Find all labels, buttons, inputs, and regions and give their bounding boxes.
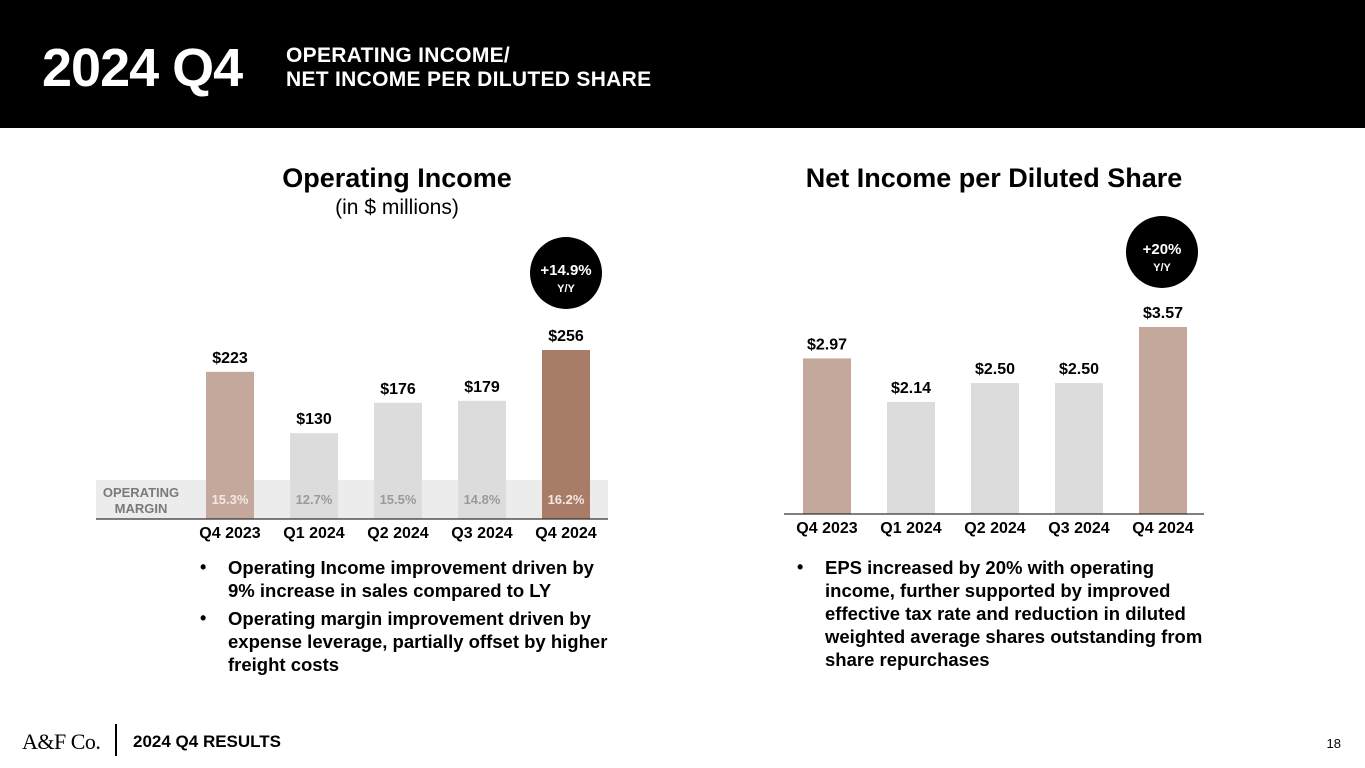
left-bullet-list: Operating Income improvement driven by 9… xyxy=(198,556,618,681)
oi-yoy-value: +14.9% xyxy=(540,262,591,279)
eps-bar xyxy=(971,383,1019,514)
header-band: 2024 Q4 OPERATING INCOME/ NET INCOME PER… xyxy=(0,0,1365,128)
oi-data-label: $256 xyxy=(548,328,584,345)
subtitle-line-2: NET INCOME PER DILUTED SHARE xyxy=(286,68,652,91)
eps-yoy-badge xyxy=(1126,216,1198,288)
page-subtitle: OPERATING INCOME/ NET INCOME PER DILUTED… xyxy=(286,44,651,92)
operating-margin-value: 14.8% xyxy=(464,492,501,507)
oi-data-label: $130 xyxy=(296,411,332,428)
eps-bar xyxy=(803,358,851,514)
right-bullet-list: EPS increased by 20% with operating inco… xyxy=(795,556,1205,676)
eps-bar xyxy=(1055,383,1103,514)
oi-bar xyxy=(458,400,506,519)
left-bullet-item: Operating Income improvement driven by 9… xyxy=(198,556,618,602)
oi-yoy-label: Y/Y xyxy=(557,283,575,295)
subtitle-line-1: OPERATING INCOME/ xyxy=(286,44,511,67)
page-number: 18 xyxy=(1326,736,1341,751)
eps-tick-label: Q2 2024 xyxy=(964,520,1025,537)
footer-label: 2024 Q4 RESULTS xyxy=(133,732,282,751)
eps-tick-label: Q4 2023 xyxy=(796,520,857,537)
eps-tick-label: Q1 2024 xyxy=(880,520,941,537)
eps-tick-label: Q4 2024 xyxy=(1132,520,1193,537)
eps-bar xyxy=(887,401,935,514)
company-logo: A&F Co. xyxy=(22,729,101,754)
oi-tick-label: Q3 2024 xyxy=(451,525,512,542)
left-bullet-item: Operating margin improvement driven by e… xyxy=(198,607,618,676)
oi-tick-label: Q4 2024 xyxy=(535,525,596,542)
operating-income-subtitle: (in $ millions) xyxy=(335,196,459,219)
oi-bar xyxy=(290,433,338,519)
operating-margin-value: 16.2% xyxy=(548,492,585,507)
oi-tick-label: Q4 2023 xyxy=(199,525,260,542)
eps-data-label: $2.14 xyxy=(891,380,931,397)
eps-data-label: $2.50 xyxy=(1059,361,1099,378)
eps-bar xyxy=(1139,327,1187,514)
right-bullet-item: EPS increased by 20% with operating inco… xyxy=(795,556,1205,671)
operating-margin-label: MARGIN xyxy=(115,501,168,516)
oi-bar xyxy=(206,371,254,519)
operating-margin-value: 15.5% xyxy=(380,492,417,507)
operating-margin-value: 15.3% xyxy=(212,492,249,507)
operating-margin-label: OPERATING xyxy=(103,485,179,500)
oi-tick-label: Q1 2024 xyxy=(283,525,344,542)
oi-data-label: $176 xyxy=(380,381,416,398)
eps-yoy-value: +20% xyxy=(1143,241,1182,258)
eps-data-label: $2.97 xyxy=(807,336,847,353)
oi-data-label: $223 xyxy=(212,350,248,367)
eps-data-label: $3.57 xyxy=(1143,305,1183,322)
operating-income-title: Operating Income xyxy=(282,163,512,193)
oi-tick-label: Q2 2024 xyxy=(367,525,428,542)
oi-bar xyxy=(374,402,422,519)
oi-yoy-badge xyxy=(530,237,602,309)
oi-bar xyxy=(542,350,590,519)
oi-data-label: $179 xyxy=(464,379,500,396)
eps-data-label: $2.50 xyxy=(975,361,1015,378)
eps-yoy-label: Y/Y xyxy=(1153,262,1171,274)
operating-margin-value: 12.7% xyxy=(296,492,333,507)
eps-tick-label: Q3 2024 xyxy=(1048,520,1109,537)
footer-divider xyxy=(115,724,117,756)
operating-margin-band xyxy=(96,480,608,519)
page-title: 2024 Q4 xyxy=(42,38,243,98)
eps-title: Net Income per Diluted Share xyxy=(805,163,1183,193)
